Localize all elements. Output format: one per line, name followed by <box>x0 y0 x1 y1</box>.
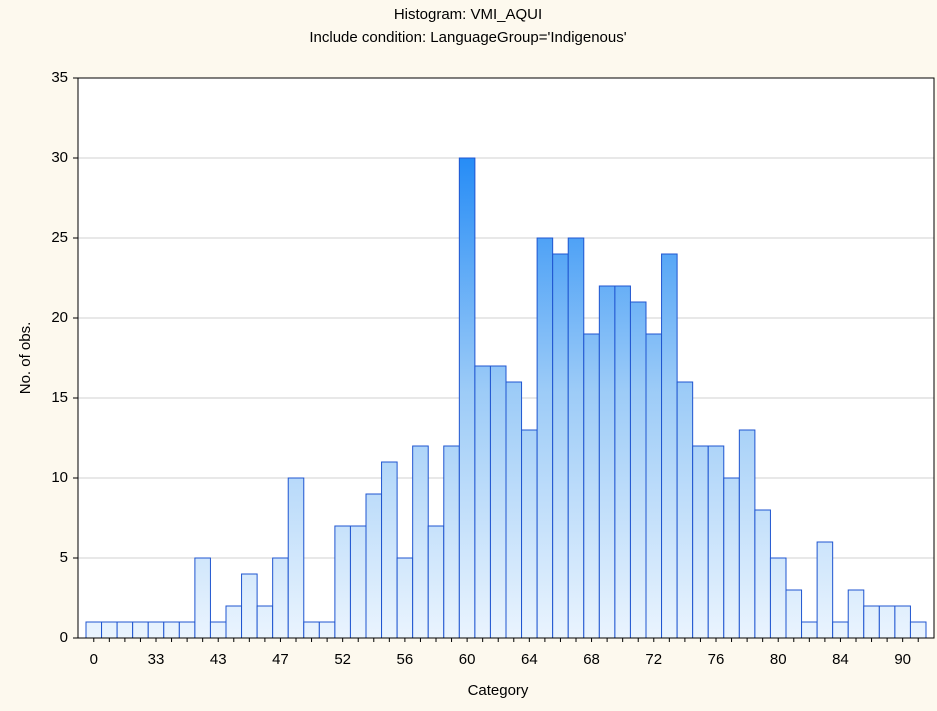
bar <box>567 237 585 639</box>
bar <box>443 445 460 639</box>
bar <box>303 621 320 639</box>
bar <box>163 621 180 639</box>
bar <box>489 365 507 639</box>
bar <box>878 605 896 639</box>
x-axis-label: Category <box>468 682 529 699</box>
bar <box>318 621 336 639</box>
bar <box>894 605 911 639</box>
bar <box>116 621 134 639</box>
bar <box>209 621 227 639</box>
bar <box>427 525 445 639</box>
x-tick-label: 76 <box>708 651 725 668</box>
x-tick-label: 72 <box>645 651 662 668</box>
bar <box>458 157 476 639</box>
bar <box>365 493 383 639</box>
y-tick-label: 30 <box>51 149 68 166</box>
bar <box>816 541 834 639</box>
y-axis-label: No. of obs. <box>17 322 34 395</box>
bar <box>769 557 787 639</box>
bar <box>614 285 631 639</box>
y-tick-label: 15 <box>51 389 68 406</box>
bar <box>272 557 289 639</box>
y-tick-label: 5 <box>60 549 68 566</box>
bar <box>147 621 165 639</box>
x-tick-label: 60 <box>459 651 476 668</box>
bar <box>396 557 414 639</box>
bar <box>101 621 118 639</box>
bar <box>832 621 849 639</box>
bar <box>863 605 880 639</box>
chart-title: Histogram: VMI_AQUI <box>394 6 542 23</box>
bar <box>256 605 274 639</box>
x-tick-label: 0 <box>90 651 98 668</box>
bar <box>723 477 740 639</box>
x-tick-label: 33 <box>148 651 165 668</box>
plot-frame <box>77 77 935 639</box>
x-tick-label: 52 <box>334 651 351 668</box>
bar <box>645 333 663 639</box>
y-tick-label: 20 <box>51 309 68 326</box>
bar <box>909 621 927 639</box>
bar <box>552 253 569 639</box>
bar <box>287 477 305 639</box>
bar <box>349 525 367 639</box>
bar <box>738 429 756 639</box>
x-tick-label: 64 <box>521 651 538 668</box>
x-tick-label: 90 <box>894 651 911 668</box>
bar <box>785 589 803 639</box>
y-tick-label: 10 <box>51 469 68 486</box>
x-tick-label: 43 <box>210 651 227 668</box>
bar <box>225 605 243 639</box>
bar <box>629 301 647 639</box>
bar <box>707 445 725 639</box>
bar <box>521 429 538 639</box>
x-tick-label: 56 <box>397 651 414 668</box>
bar <box>412 445 429 639</box>
bar <box>85 621 103 639</box>
bar <box>801 621 818 639</box>
bar <box>132 621 149 639</box>
bar <box>676 381 694 639</box>
y-tick-label: 35 <box>51 69 68 86</box>
bar <box>598 285 616 639</box>
y-tick-label: 25 <box>51 229 68 246</box>
bar <box>381 461 398 639</box>
x-tick-label: 80 <box>770 651 787 668</box>
x-tick-label: 68 <box>583 651 600 668</box>
bar <box>536 237 554 639</box>
bar <box>241 573 258 639</box>
x-tick-label: 47 <box>272 651 289 668</box>
y-tick-label: 0 <box>60 629 68 646</box>
bar <box>505 381 523 639</box>
bar <box>583 333 600 639</box>
bar <box>847 589 865 639</box>
bar <box>178 621 196 639</box>
bar <box>334 525 351 639</box>
x-tick-label: 84 <box>832 651 849 668</box>
bar <box>754 509 771 639</box>
bar <box>194 557 211 639</box>
bar <box>692 445 709 639</box>
bar <box>661 253 678 639</box>
bar <box>474 365 491 639</box>
chart-subtitle: Include condition: LanguageGroup='Indige… <box>309 29 626 46</box>
